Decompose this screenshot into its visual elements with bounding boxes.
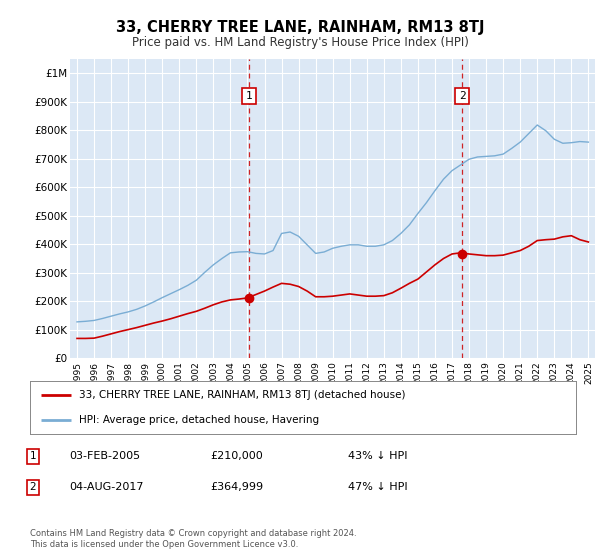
Text: 43% ↓ HPI: 43% ↓ HPI — [348, 451, 407, 461]
Text: 1: 1 — [29, 451, 37, 461]
Text: £364,999: £364,999 — [210, 482, 263, 492]
Text: HPI: Average price, detached house, Havering: HPI: Average price, detached house, Have… — [79, 414, 319, 424]
Text: £210,000: £210,000 — [210, 451, 263, 461]
Text: 2: 2 — [458, 91, 466, 101]
Text: Contains HM Land Registry data © Crown copyright and database right 2024.
This d: Contains HM Land Registry data © Crown c… — [30, 529, 356, 549]
Text: 2: 2 — [29, 482, 37, 492]
Text: 1: 1 — [245, 91, 253, 101]
Text: Price paid vs. HM Land Registry's House Price Index (HPI): Price paid vs. HM Land Registry's House … — [131, 36, 469, 49]
Text: 47% ↓ HPI: 47% ↓ HPI — [348, 482, 407, 492]
Text: 33, CHERRY TREE LANE, RAINHAM, RM13 8TJ: 33, CHERRY TREE LANE, RAINHAM, RM13 8TJ — [116, 20, 484, 35]
Text: 33, CHERRY TREE LANE, RAINHAM, RM13 8TJ (detached house): 33, CHERRY TREE LANE, RAINHAM, RM13 8TJ … — [79, 390, 406, 400]
Text: 03-FEB-2005: 03-FEB-2005 — [69, 451, 140, 461]
Text: 04-AUG-2017: 04-AUG-2017 — [69, 482, 143, 492]
